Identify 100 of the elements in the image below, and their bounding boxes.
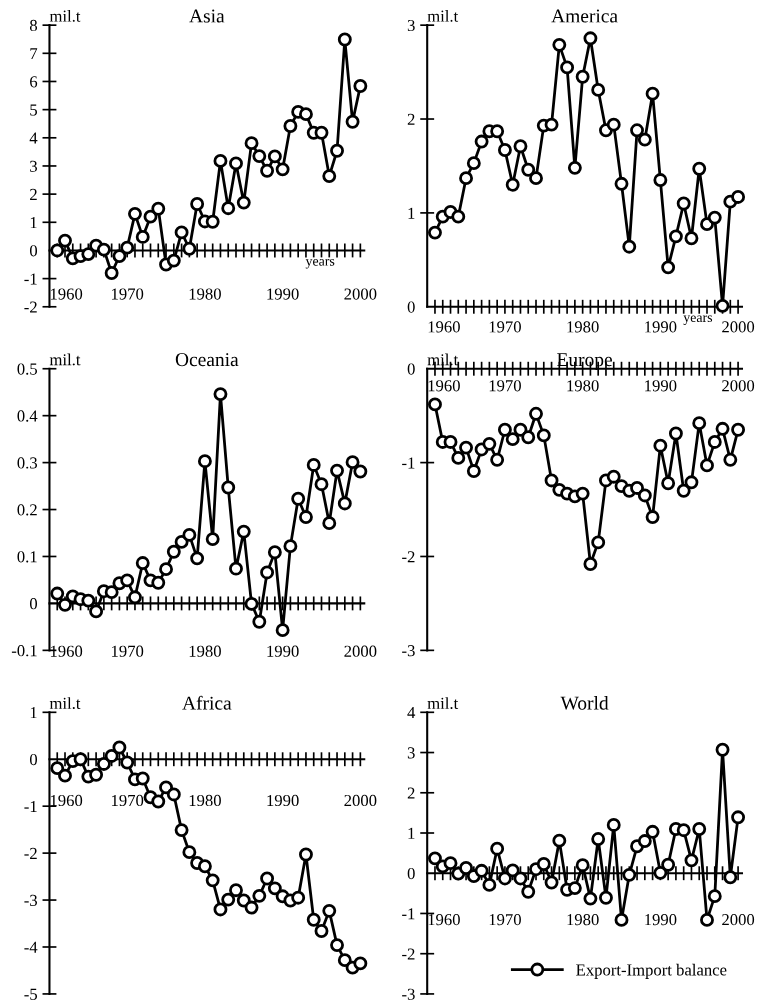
point [112, 740, 127, 755]
point [337, 953, 352, 968]
y-tick-label: -2 [24, 847, 37, 859]
point [50, 761, 65, 776]
y-tick-label: 0.3 [17, 457, 38, 469]
point [474, 863, 489, 878]
point [676, 196, 691, 211]
point [583, 891, 598, 906]
point [229, 156, 243, 171]
point [513, 139, 528, 154]
point [345, 455, 360, 470]
y-tick-label: 6 [30, 76, 38, 88]
point [104, 585, 119, 600]
x-tick-label: 1990 [267, 645, 299, 657]
point [182, 241, 197, 256]
y-tick-label: -4 [24, 941, 38, 953]
point [529, 171, 543, 186]
y-tick-label: -3 [402, 988, 415, 1000]
point [731, 422, 746, 437]
point [459, 861, 474, 875]
y-tick-label: 3 [407, 19, 415, 32]
point [497, 143, 512, 157]
y-tick-label: 0 [407, 363, 415, 375]
point [451, 209, 466, 224]
point [205, 873, 220, 888]
point [151, 794, 166, 809]
point [661, 260, 676, 275]
point [575, 69, 590, 84]
point [622, 239, 637, 254]
point [275, 623, 290, 638]
x-tick-label: 1980 [189, 645, 221, 657]
point [252, 888, 267, 903]
point [676, 483, 691, 498]
y-axis-title: mil.t [49, 697, 81, 709]
point [267, 545, 282, 560]
point [260, 565, 275, 580]
point [151, 201, 166, 216]
x-tick-label: 1970 [111, 794, 144, 807]
chart-title: Asia [189, 9, 225, 23]
y-tick-label: -1 [24, 273, 37, 285]
point [190, 551, 205, 566]
point [120, 755, 135, 770]
point [190, 197, 205, 211]
point [583, 557, 598, 571]
point [490, 124, 505, 139]
point [229, 561, 243, 576]
y-tick-label: 3 [30, 160, 38, 172]
point [260, 163, 275, 178]
x-tick-label: 2000 [344, 645, 377, 657]
x-axis-title: years [305, 259, 335, 269]
x-tick-label: 1960 [50, 645, 83, 657]
point [353, 79, 368, 93]
x-tick-label: 1980 [567, 914, 599, 926]
point [314, 125, 329, 140]
point [104, 266, 119, 280]
point [267, 149, 282, 164]
y-tick-label: -3 [24, 894, 38, 906]
x-tick-label: 1980 [567, 380, 599, 392]
point [521, 430, 536, 445]
y-tick-label: 8 [29, 19, 38, 32]
point [614, 176, 629, 191]
point [707, 210, 722, 225]
chart-title: America [551, 9, 618, 23]
point [221, 201, 236, 216]
point [459, 171, 474, 186]
y-tick-label: -2 [402, 948, 415, 960]
point [466, 464, 481, 478]
point [151, 575, 166, 590]
point [236, 524, 251, 539]
point [443, 856, 458, 871]
point [715, 421, 730, 436]
point [197, 859, 212, 874]
point [81, 247, 96, 262]
y-tick-label: 4 [407, 707, 416, 719]
point [330, 463, 344, 478]
point [58, 768, 72, 783]
point [58, 597, 72, 612]
point [236, 195, 251, 210]
chart-title: Europe [557, 353, 612, 371]
point [731, 189, 746, 204]
point [653, 438, 668, 453]
y-tick-label: 2 [30, 188, 37, 200]
point [544, 875, 559, 890]
point [591, 82, 606, 97]
point [583, 31, 598, 46]
legend-label: Export-Import balance [576, 963, 727, 979]
x-tick-label: 1960 [50, 288, 83, 300]
point [661, 857, 676, 872]
point [497, 871, 512, 886]
point [692, 416, 707, 431]
point [120, 240, 135, 255]
point [221, 480, 236, 495]
point [707, 435, 722, 449]
point [428, 397, 442, 412]
point [174, 534, 189, 549]
point [252, 614, 267, 629]
y-tick-label: 1 [30, 217, 37, 229]
point [544, 117, 559, 132]
point [50, 243, 65, 258]
point [213, 902, 228, 917]
